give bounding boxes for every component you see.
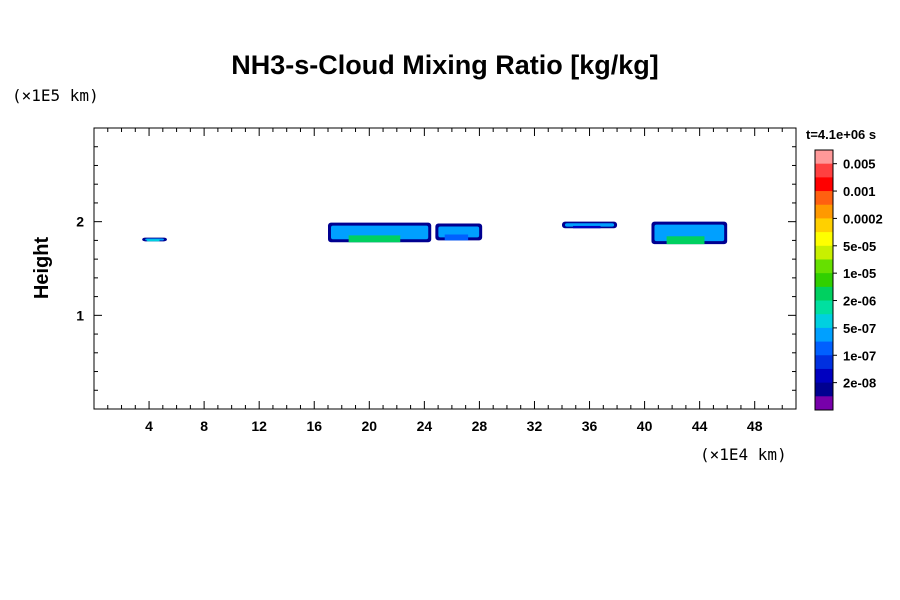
colorbar-frame — [814, 149, 834, 411]
colorbar-swatch — [815, 273, 833, 288]
colorbar-label: 2e-06 — [843, 294, 876, 309]
colorbar-swatch — [815, 355, 833, 370]
cloud-core — [147, 239, 160, 242]
cloud-core — [444, 234, 469, 241]
colorbar-label: 2e-08 — [843, 376, 876, 391]
colorbar-swatch — [815, 396, 833, 411]
x-tick-label: 24 — [417, 418, 433, 434]
x-tick-label: 8 — [200, 418, 208, 434]
chart-title: NH3-s-Cloud Mixing Ratio [kg/kg] — [231, 50, 659, 80]
colorbar-label: 5e-05 — [843, 239, 876, 254]
x-tick-label: 44 — [692, 418, 708, 434]
cloud-patch — [435, 223, 483, 241]
colorbar-swatch — [815, 191, 833, 206]
colorbar-swatch — [815, 245, 833, 260]
colorbar-label: 1e-07 — [843, 348, 876, 363]
cloud-patch — [328, 222, 432, 243]
x-tick-label: 32 — [527, 418, 543, 434]
y-tick-label: 2 — [76, 214, 84, 230]
colorbar-swatch — [815, 218, 833, 233]
colorbar-swatch — [815, 150, 833, 165]
time-label: t=4.1e+06 s — [806, 127, 876, 142]
x-tick-label: 4 — [145, 418, 153, 434]
cloud-field — [142, 221, 728, 245]
x-tick-label: 48 — [747, 418, 763, 434]
plot-area — [94, 128, 796, 409]
x-tick-label: 28 — [472, 418, 488, 434]
cloud-patch — [142, 237, 167, 242]
x-tick-label: 12 — [251, 418, 267, 434]
cloud-patch — [562, 221, 618, 229]
cloud-core — [666, 236, 705, 245]
colorbar-swatch — [815, 163, 833, 178]
cloud-patch — [651, 221, 728, 245]
colorbar: 0.005 0.001 0.0002 5e-05 1e-05 2e-06 5e-07 1e-0… — [814, 149, 883, 411]
cloud-core — [348, 235, 401, 243]
colorbar-label: 1e-05 — [843, 266, 876, 281]
x-tick-label: 16 — [306, 418, 322, 434]
colorbar-swatch — [815, 259, 833, 274]
colorbar-swatch — [815, 177, 833, 192]
x-tick-label: 40 — [637, 418, 653, 434]
x-tick-label: 36 — [582, 418, 598, 434]
y-tick-label: 1 — [76, 307, 84, 323]
colorbar-label: 0.0002 — [843, 211, 883, 226]
colorbar-swatch — [815, 368, 833, 384]
x-tick-label: 20 — [362, 418, 378, 434]
plot-background — [94, 128, 796, 409]
colorbar-label: 0.001 — [843, 184, 876, 199]
cloud-mid — [565, 223, 615, 227]
colorbar-swatch — [815, 382, 833, 397]
colorbar-label: 0.005 — [843, 157, 876, 172]
colorbar-swatch — [815, 314, 833, 329]
colorbar-swatch — [815, 300, 833, 315]
y-axis-label: Height — [31, 237, 53, 300]
x-unit-label: (×1E4 km) — [700, 445, 787, 464]
cloud-core — [573, 225, 601, 229]
y-unit-label: (×1E5 km) — [12, 86, 99, 105]
colorbar-swatch — [815, 204, 833, 219]
colorbar-swatch — [815, 327, 833, 343]
plot-frame — [93, 127, 797, 410]
colorbar-swatch — [815, 341, 833, 356]
colorbar-swatch — [815, 286, 833, 302]
colorbar-swatch — [815, 232, 833, 247]
colorbar-label: 5e-07 — [843, 321, 876, 336]
